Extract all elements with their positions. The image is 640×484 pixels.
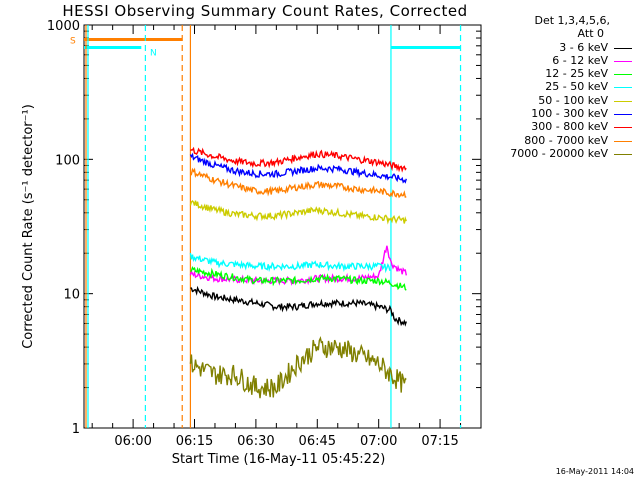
legend-entry: 3 - 6 keV [478, 41, 634, 54]
flag-label: N [150, 48, 157, 58]
series-line [189, 167, 407, 199]
legend-entry: 800 - 7000 keV [478, 134, 634, 147]
legend-swatch [614, 100, 632, 102]
legend-swatch [614, 87, 632, 89]
y-tick-label: 1000 [47, 19, 80, 34]
legend-entry: 100 - 300 keV [478, 107, 634, 120]
legend-swatch [614, 74, 632, 76]
legend-entry-label: 50 - 100 keV [538, 93, 608, 107]
legend-swatch [614, 47, 632, 49]
legend-entry-label: 6 - 12 keV [552, 53, 608, 67]
legend-swatch [614, 153, 632, 155]
legend-entry: 7000 - 20000 keV [478, 147, 634, 160]
legend-swatch [614, 127, 632, 129]
series-line [190, 285, 407, 327]
x-tick-label: 07:15 [421, 434, 458, 449]
legend-entry-label: 12 - 25 keV [545, 67, 608, 81]
footer-timestamp: 16-May-2011 14:04 [555, 467, 634, 476]
y-tick-label: 100 [55, 153, 80, 168]
legend-entry: 300 - 800 keV [478, 120, 634, 133]
flag-label: S [70, 36, 76, 46]
legend-entry-label: 3 - 6 keV [559, 40, 608, 54]
y-tick-label: 10 [63, 288, 80, 303]
plot-frame [83, 24, 482, 429]
series-line [189, 199, 407, 225]
x-tick-label: 06:15 [176, 434, 213, 449]
series-line [189, 146, 407, 173]
chart-title: HESSI Observing Summary Count Rates, Cor… [62, 2, 468, 20]
series-line [189, 252, 391, 274]
legend-header-line-1: Det 1,3,4,5,6, [534, 14, 610, 27]
x-tick-label: 06:00 [114, 434, 151, 449]
series-line [190, 265, 407, 291]
x-tick-label: 07:00 [360, 434, 397, 449]
legend-entry-label: 800 - 7000 keV [524, 133, 608, 147]
y-tick-label: 1 [72, 422, 80, 437]
legend: Det 1,3,4,5,6, Att 0 3 - 6 keV 6 - 12 keV… [478, 14, 634, 160]
series-line [189, 245, 407, 286]
legend-swatch [614, 114, 632, 116]
legend-entry-label: 300 - 800 keV [531, 120, 608, 134]
legend-entry: 50 - 100 keV [478, 94, 634, 107]
legend-entry-label: 7000 - 20000 keV [510, 146, 608, 160]
y-axis-label: Corrected Count Rate (s⁻¹ detector⁻¹) [21, 104, 36, 349]
legend-entry: 6 - 12 keV [478, 54, 634, 67]
x-tick-label: 06:30 [237, 434, 274, 449]
legend-header-line-2: Att 0 [577, 27, 604, 41]
legend-entry-label: 25 - 50 keV [545, 80, 608, 94]
x-tick-label: 06:45 [299, 434, 336, 449]
x-axis-label: Start Time (16-May-11 05:45:22) [172, 452, 386, 467]
series-line [189, 336, 407, 399]
legend-entry-label: 100 - 300 keV [531, 107, 608, 121]
legend-entry: 25 - 50 keV [478, 80, 634, 93]
legend-swatch [614, 60, 632, 62]
legend-swatch [614, 140, 632, 142]
series-line [189, 152, 407, 184]
legend-entry: 12 - 25 keV [478, 67, 634, 80]
